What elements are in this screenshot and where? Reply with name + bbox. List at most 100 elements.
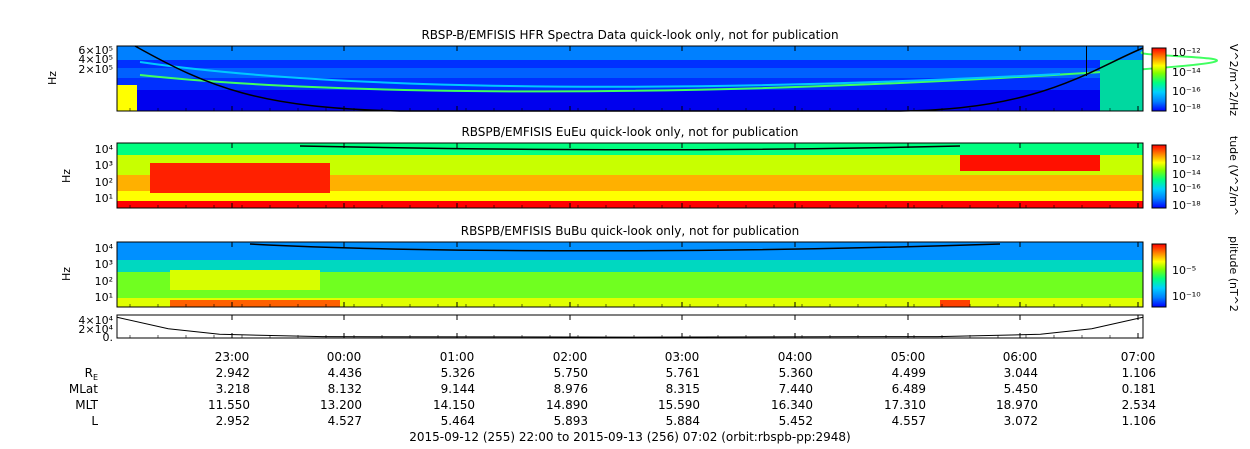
hfr-frame — [116, 45, 1144, 112]
ephemeris-value-3-2: 5.464 — [441, 414, 475, 428]
time-label-3: 02:00 — [553, 350, 588, 364]
eueu-cbar-tick-3: 10⁻¹⁸ — [1172, 199, 1201, 212]
hfr-ytick-1: 4×10⁵ — [78, 53, 113, 66]
ephemeris-label-0: RE — [85, 366, 98, 382]
time-label-6: 05:00 — [891, 350, 926, 364]
ephemeris-value-1-7: 5.450 — [1004, 382, 1038, 396]
hfr-cbar-label: V^2/m^2/Hz — [1227, 44, 1240, 116]
hfr-cbar-tick-1: 10⁻¹⁴ — [1172, 66, 1201, 79]
ephemeris-value-0-3: 5.750 — [554, 366, 588, 380]
eueu-ylabel: Hz — [60, 169, 73, 183]
hfr-band-low — [117, 90, 1143, 111]
hfr-colorbar — [1151, 47, 1167, 112]
ephemeris-value-3-6: 4.557 — [892, 414, 926, 428]
bubu-band-bottom — [117, 298, 1143, 307]
time-label-5: 04:00 — [778, 350, 813, 364]
hfr-cbar-tick-0: 10⁻¹² — [1172, 46, 1201, 59]
time-label-0: 23:00 — [215, 350, 250, 364]
ephemeris-value-0-6: 4.499 — [892, 366, 926, 380]
time-axis-ticks — [129, 46, 1139, 338]
eueu-colorbar — [1151, 144, 1167, 209]
eueu-ytick-0: 10⁴ — [95, 143, 114, 156]
bubu-colorbar — [1151, 243, 1167, 308]
eueu-cbar-label: tude (V^2/m^ — [1227, 136, 1240, 216]
ephemeris-value-1-0: 3.218 — [216, 382, 250, 396]
eueu-ytick-1: 10³ — [95, 159, 113, 172]
bubu-ylabel: Hz — [60, 267, 73, 281]
footer-time-range: 2015-09-12 (255) 22:00 to 2015-09-13 (25… — [409, 430, 850, 444]
bubu-title: RBSPB/EMFISIS BuBu quick-look only, not … — [461, 224, 799, 238]
time-label-7: 06:00 — [1003, 350, 1038, 364]
hfr-cbar-tick-2: 10⁻¹⁶ — [1172, 85, 1201, 98]
bubu-ytick-2: 10² — [95, 275, 113, 288]
ephemeris-value-0-1: 4.436 — [328, 366, 362, 380]
ephemeris-value-1-2: 9.144 — [441, 382, 475, 396]
eueu-strong-region-2 — [960, 155, 1100, 171]
bubu-yellow-region — [170, 270, 320, 290]
line-panel-frame — [116, 314, 1144, 339]
bubu-band-upper — [117, 260, 1143, 272]
bubu-cbar-tick-0: 10⁻⁵ — [1172, 264, 1196, 277]
time-label-1: 00:00 — [327, 350, 362, 364]
ephemeris-label-2: MLT — [75, 398, 98, 412]
ephemeris-value-3-7: 3.072 — [1004, 414, 1038, 428]
hfr-band-mid — [117, 68, 1143, 78]
hfr-end-activity — [1100, 60, 1143, 111]
ephemeris-table: RE 2.942 4.436 5.326 5.750 5.761 5.360 4.499 3.0… — [69, 366, 1156, 428]
ephemeris-value-0-4: 5.761 — [666, 366, 700, 380]
eueu-panel: RBSPB/EMFISIS EuEu quick-look only, not … — [60, 125, 1240, 216]
eueu-cbar-tick-0: 10⁻¹² — [1172, 153, 1201, 166]
hfr-ytick-2: 2×10⁵ — [78, 63, 113, 76]
ephemeris-value-2-3: 14.890 — [546, 398, 588, 412]
time-label-8: 07:00 — [1121, 350, 1156, 364]
ephemeris-value-3-0: 2.952 — [216, 414, 250, 428]
ephemeris-value-2-4: 15.590 — [658, 398, 700, 412]
ephemeris-value-0-8: 1.106 — [1122, 366, 1156, 380]
eueu-band-upper — [117, 155, 1143, 175]
ephemeris-value-2-7: 18.970 — [996, 398, 1038, 412]
eueu-frame — [116, 142, 1144, 209]
hfr-panel: RBSP-B/EMFISIS HFR Spectra Data quick-lo… — [46, 28, 1240, 116]
ephemeris-value-3-1: 4.527 — [328, 414, 362, 428]
hfr-cbar-tick-3: 10⁻¹⁸ — [1172, 102, 1201, 115]
hfr-spectrogram — [117, 45, 1218, 112]
eueu-band-lower — [117, 191, 1143, 201]
ephemeris-value-2-5: 16.340 — [771, 398, 813, 412]
eueu-spectrogram — [117, 143, 1143, 208]
bubu-spectrogram — [117, 242, 1143, 307]
ephemeris-line-panel: 4×10⁴ 2×10⁴ 0. — [78, 314, 1144, 344]
ephemeris-value-3-4: 5.884 — [666, 414, 700, 428]
ephemeris-value-0-5: 5.360 — [779, 366, 813, 380]
eueu-cbar-tick-2: 10⁻¹⁶ — [1172, 182, 1201, 195]
ephemeris-value-0-0: 2.942 — [216, 366, 250, 380]
ephemeris-value-2-6: 17.310 — [884, 398, 926, 412]
ephemeris-value-1-6: 6.489 — [892, 382, 926, 396]
hfr-marker-line — [1086, 46, 1087, 76]
ephemeris-value-2-0: 11.550 — [208, 398, 250, 412]
eueu-band-bottom — [117, 201, 1143, 208]
bubu-red-bottom — [170, 300, 340, 307]
ephemeris-label-3: L — [91, 414, 98, 428]
bubu-frame — [116, 241, 1144, 308]
eueu-strong-region — [150, 163, 330, 193]
bubu-cbar-label: plitude (nT^2 — [1227, 236, 1240, 312]
eueu-ytick-2: 10² — [95, 176, 113, 189]
bubu-cbar-tick-1: 10⁻¹⁰ — [1172, 290, 1201, 303]
line-ytick-2: 0. — [103, 331, 114, 344]
bubu-trace — [249, 243, 1001, 252]
bubu-ytick-1: 10³ — [95, 258, 113, 271]
eueu-cbar-tick-1: 10⁻¹⁴ — [1172, 168, 1201, 181]
hfr-title: RBSP-B/EMFISIS HFR Spectra Data quick-lo… — [421, 28, 838, 42]
hfr-lowfreq-burst — [117, 85, 137, 111]
ephemeris-value-1-8: 0.181 — [1122, 382, 1156, 396]
ephemeris-value-3-5: 5.452 — [779, 414, 813, 428]
ephemeris-value-1-4: 8.315 — [666, 382, 700, 396]
eueu-band-mid — [117, 175, 1143, 191]
ephemeris-value-1-5: 7.440 — [779, 382, 813, 396]
line-ytick-0: 4×10⁴ — [78, 314, 113, 327]
hfr-ylabel: Hz — [46, 71, 59, 85]
time-label-4: 03:00 — [665, 350, 700, 364]
hfr-ytick-0: 6×10⁵ — [78, 44, 113, 57]
hfr-emission-band — [139, 51, 1218, 93]
